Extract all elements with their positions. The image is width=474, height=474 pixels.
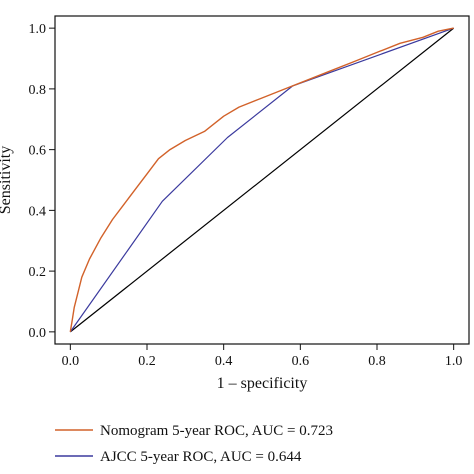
y-tick-label: 1.0 bbox=[29, 22, 47, 37]
y-tick-label: 0.0 bbox=[29, 326, 47, 341]
series-layer bbox=[69, 27, 455, 333]
legend-label-ajcc: AJCC 5-year ROC, AUC = 0.644 bbox=[100, 449, 302, 465]
plot-frame bbox=[54, 15, 470, 345]
y-tick-label: 0.6 bbox=[29, 144, 47, 159]
x-tick-label: 0.4 bbox=[215, 354, 233, 369]
legend-label-nomogram: Nomogram 5-year ROC, AUC = 0.723 bbox=[100, 423, 333, 439]
x-tick-label: 1.0 bbox=[445, 354, 463, 369]
x-axis: 0.0 0.2 0.4 0.6 0.8 1.0 bbox=[62, 344, 463, 369]
series-line-nomogram bbox=[69, 27, 454, 333]
series-line-ajcc bbox=[69, 27, 454, 333]
x-tick-label: 0.0 bbox=[62, 354, 80, 369]
y-tick-label: 0.8 bbox=[29, 83, 47, 98]
y-tick-label: 0.4 bbox=[29, 204, 47, 219]
legend: Nomogram 5-year ROC, AUC = 0.723 AJCC 5-… bbox=[55, 423, 333, 465]
reference-diagonal-line bbox=[69, 27, 455, 333]
y-tick-label: 0.2 bbox=[29, 265, 47, 280]
y-axis: 0.0 0.2 0.4 0.6 0.8 1.0 bbox=[29, 22, 55, 341]
x-axis-title: 1 – specificity bbox=[217, 375, 308, 392]
x-tick-label: 0.2 bbox=[138, 354, 156, 369]
y-axis-title: Sensitivity bbox=[0, 146, 14, 214]
x-tick-label: 0.6 bbox=[292, 354, 310, 369]
x-tick-label: 0.8 bbox=[368, 354, 386, 369]
